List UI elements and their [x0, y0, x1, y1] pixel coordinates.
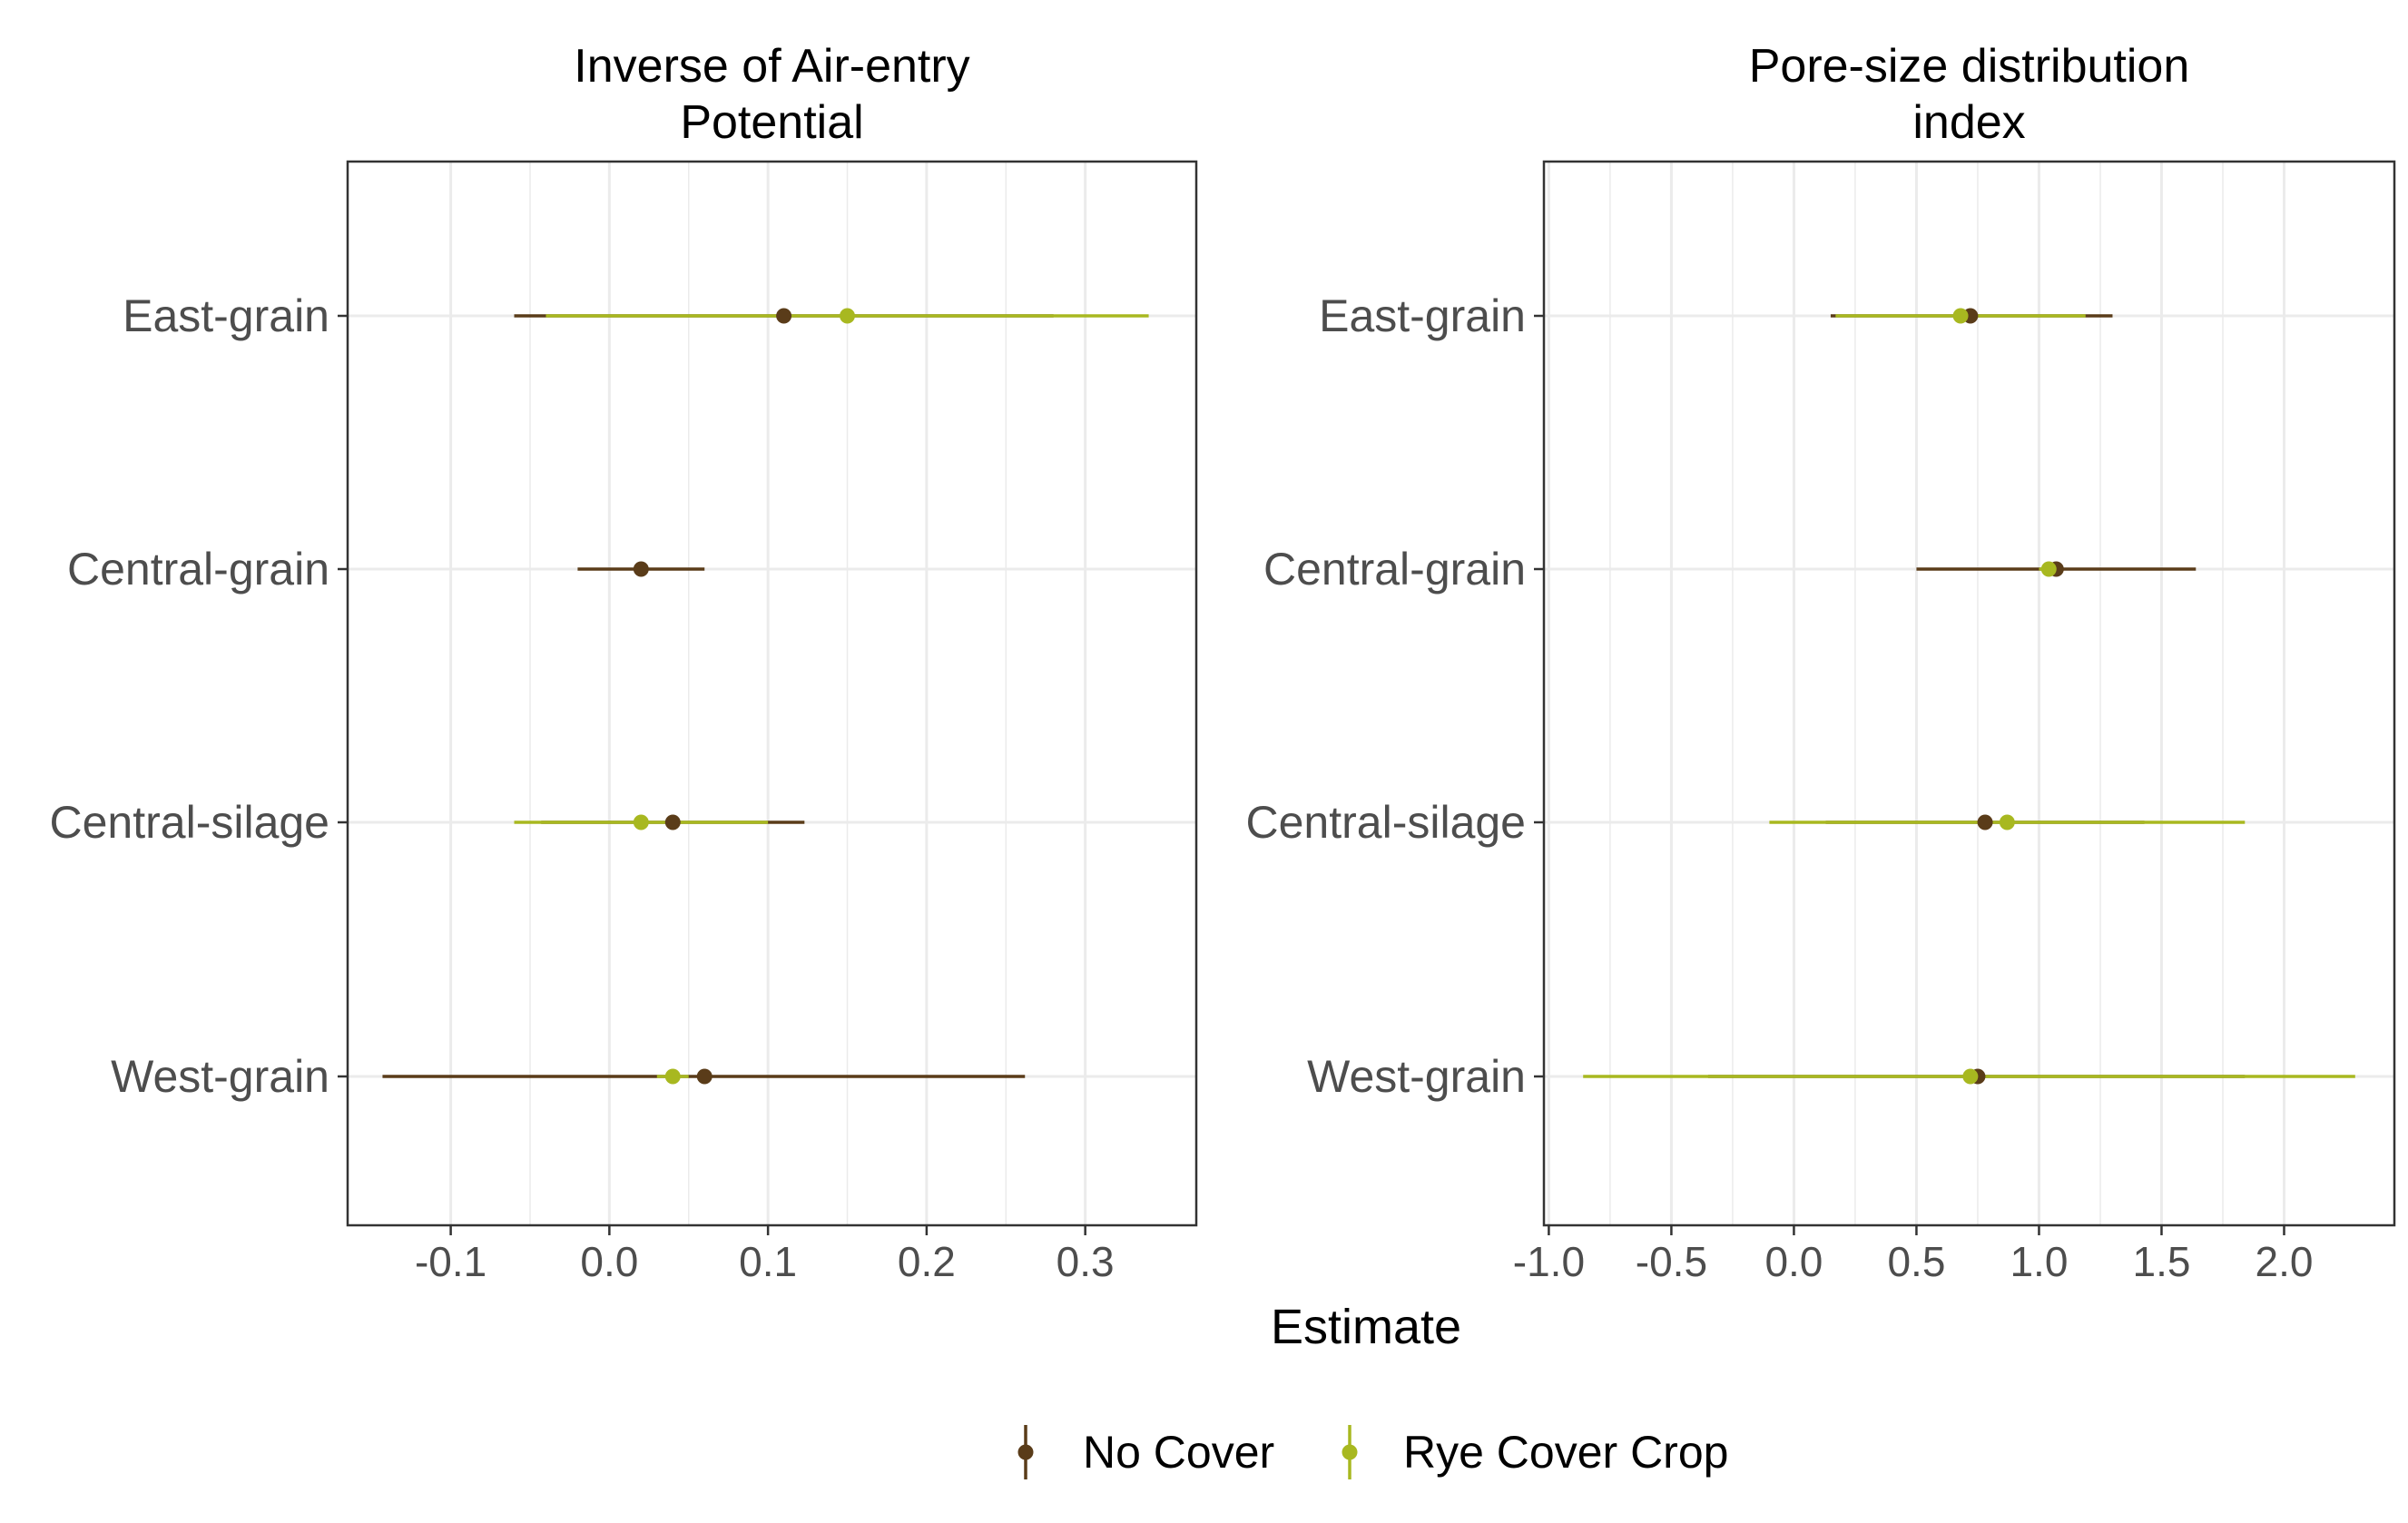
x-tick-label: 0.3 [1057, 1238, 1115, 1285]
x-tick-label: 0.1 [739, 1238, 797, 1285]
x-tick-label: 1.0 [2010, 1238, 2068, 1285]
panel-title-line: Pore-size distribution [1749, 40, 2190, 93]
legend-key-rye-cover-crop [1342, 1425, 1358, 1479]
panel-title-line: Inverse of Air-entry [574, 40, 969, 93]
legend: No Cover Rye Cover Crop [1017, 1425, 1728, 1479]
y-tick-label: East-grain [123, 290, 329, 341]
no-cover-point [696, 1068, 713, 1085]
legend-key-no-cover [1017, 1425, 1034, 1479]
no-cover-point [776, 308, 792, 324]
rye-cover-crop-point [1999, 814, 2015, 830]
x-tick-label: 0.5 [1887, 1238, 1945, 1285]
x-tick-label: 0.0 [580, 1238, 638, 1285]
x-axis-title: Estimate [1271, 1300, 1461, 1354]
x-tick-label: 2.0 [2256, 1238, 2314, 1285]
legend-label-rye-cover-crop: Rye Cover Crop [1403, 1427, 1728, 1478]
rye-cover-crop-point [664, 1068, 681, 1085]
y-tick-label: West-grain [1307, 1051, 1526, 1102]
no-cover-point [633, 561, 649, 577]
panel-title-line: Potential [680, 96, 863, 149]
x-tick-label: 0.0 [1764, 1238, 1823, 1285]
y-tick-label: Central-silage [1246, 797, 1526, 848]
y-tick-label: Central-grain [67, 544, 329, 594]
y-tick-label: Central-grain [1263, 544, 1526, 594]
y-tick-label: East-grain [1319, 290, 1526, 341]
legend-label-no-cover: No Cover [1083, 1427, 1274, 1478]
legend-key-point [1017, 1444, 1034, 1460]
x-tick-label: 0.2 [898, 1238, 956, 1285]
x-tick-label: 1.5 [2132, 1238, 2190, 1285]
y-tick-label: West-grain [111, 1051, 329, 1102]
no-cover-point [1977, 814, 1993, 830]
rye-cover-crop-point [1962, 1068, 1979, 1085]
rye-cover-crop-point [2040, 561, 2057, 577]
panel-border [346, 160, 1198, 1227]
legend-key-point [1342, 1444, 1358, 1460]
rye-cover-crop-point [1952, 308, 1969, 324]
y-tick-label: Central-silage [50, 797, 329, 848]
panel-border [1542, 160, 2396, 1227]
x-tick-label: -1.0 [1513, 1238, 1585, 1285]
panel-title-line: index [1912, 96, 2025, 149]
x-tick-label: -0.5 [1636, 1238, 1707, 1285]
rye-cover-crop-point [633, 814, 649, 830]
x-tick-label: -0.1 [415, 1238, 487, 1285]
no-cover-point [664, 814, 681, 830]
rye-cover-crop-point [840, 308, 856, 324]
